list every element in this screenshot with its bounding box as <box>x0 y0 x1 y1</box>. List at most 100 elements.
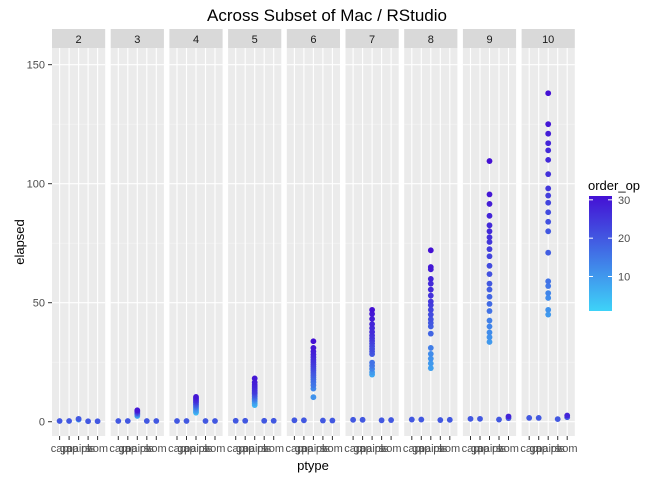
data-point <box>427 330 434 337</box>
data-point <box>427 365 434 372</box>
data-point <box>115 418 122 424</box>
data-point <box>350 416 356 423</box>
data-point <box>545 185 552 192</box>
facet-strip <box>286 29 340 48</box>
x-tick-label-gap: gap <box>236 443 254 455</box>
facet-strip-label: 9 <box>486 34 492 46</box>
x-tick-label-gap: gap <box>412 443 430 455</box>
legend-tick-label: 20 <box>618 233 630 245</box>
facet-strip <box>228 29 282 48</box>
data-point <box>251 379 258 386</box>
data-point <box>310 338 317 345</box>
x-tick-label-cap: cap <box>344 443 362 455</box>
data-point <box>427 311 434 318</box>
data-point <box>545 249 552 256</box>
x-tick-label-som: som <box>205 443 226 455</box>
data-point <box>486 286 493 293</box>
data-point <box>174 418 180 424</box>
x-tick-label-gap: gap <box>295 443 313 455</box>
data-point <box>505 413 512 420</box>
x-tick-label-pls: pls <box>198 443 213 455</box>
data-point <box>486 222 493 229</box>
facet-strip-label: 7 <box>369 34 375 46</box>
facet-strip <box>404 29 458 48</box>
x-tick-label-som: som <box>557 443 578 455</box>
data-point <box>564 412 571 419</box>
data-point <box>134 407 141 414</box>
data-point <box>486 201 493 207</box>
data-point <box>545 228 552 235</box>
data-point <box>124 418 131 424</box>
data-point <box>545 209 552 216</box>
facet-strip <box>521 29 575 48</box>
data-point <box>427 355 434 362</box>
data-point <box>486 262 493 269</box>
x-tick-label-cap: cap <box>227 443 245 455</box>
data-point <box>545 283 552 289</box>
data-point <box>427 247 434 254</box>
data-point <box>545 295 552 301</box>
data-point <box>545 311 552 318</box>
x-tick-label-cap: cap <box>286 443 304 455</box>
data-point <box>261 417 268 424</box>
facet-panels: capgappairsplssom2capgappairsplssom3capg… <box>51 29 578 455</box>
x-tick-label-cap: cap <box>168 443 186 455</box>
data-point <box>486 334 493 341</box>
x-tick-label-pls: pls <box>433 443 448 455</box>
data-point <box>427 264 434 270</box>
data-point <box>545 171 552 178</box>
y-tick-label: 50 <box>33 298 45 310</box>
data-point <box>545 192 552 199</box>
data-point <box>486 308 493 314</box>
data-point <box>378 417 385 424</box>
data-point <box>427 306 434 313</box>
x-tick-label-pair: pairs <box>125 443 149 455</box>
data-point <box>496 416 502 423</box>
data-point <box>554 416 561 422</box>
x-tick-label-pair: pairs <box>67 443 91 455</box>
data-point <box>427 280 434 287</box>
data-point <box>329 417 336 424</box>
data-point <box>545 290 552 297</box>
x-tick-label-cap: cap <box>462 443 480 455</box>
data-point <box>427 286 434 293</box>
data-point <box>486 228 493 235</box>
x-tick-label-gap: gap <box>119 443 137 455</box>
data-point <box>486 323 493 330</box>
x-tick-label-pair: pairs <box>184 443 208 455</box>
x-axis-title: ptype <box>297 458 329 473</box>
data-point <box>310 345 317 351</box>
facet-strip-label: 8 <box>428 34 434 46</box>
facet-strip <box>169 29 223 48</box>
data-point <box>545 140 552 147</box>
data-point <box>202 418 209 424</box>
facet-strip-label: 5 <box>252 34 258 46</box>
x-tick-label-pls: pls <box>316 443 331 455</box>
data-point <box>143 418 150 424</box>
x-tick-label-pair: pairs <box>301 443 325 455</box>
data-point <box>251 375 258 382</box>
data-point <box>369 329 375 335</box>
data-point <box>85 418 91 425</box>
data-point <box>75 415 82 422</box>
data-point <box>369 315 375 322</box>
x-tick-label-som: som <box>381 443 402 455</box>
facet-strip <box>345 29 399 48</box>
data-point <box>359 416 366 423</box>
y-axis-title: elapsed <box>12 219 27 265</box>
legend-title: order_op <box>588 178 640 193</box>
data-point <box>56 418 63 424</box>
data-point <box>427 360 434 367</box>
data-point <box>153 418 160 424</box>
legend-tick-label: 10 <box>618 272 630 284</box>
data-point <box>545 278 552 285</box>
data-point <box>369 306 375 313</box>
facet-strip-label: 4 <box>193 34 199 46</box>
data-point <box>486 329 493 336</box>
data-point <box>486 271 493 278</box>
facet-strip-label: 10 <box>542 34 554 46</box>
x-tick-label-pair: pairs <box>243 443 267 455</box>
